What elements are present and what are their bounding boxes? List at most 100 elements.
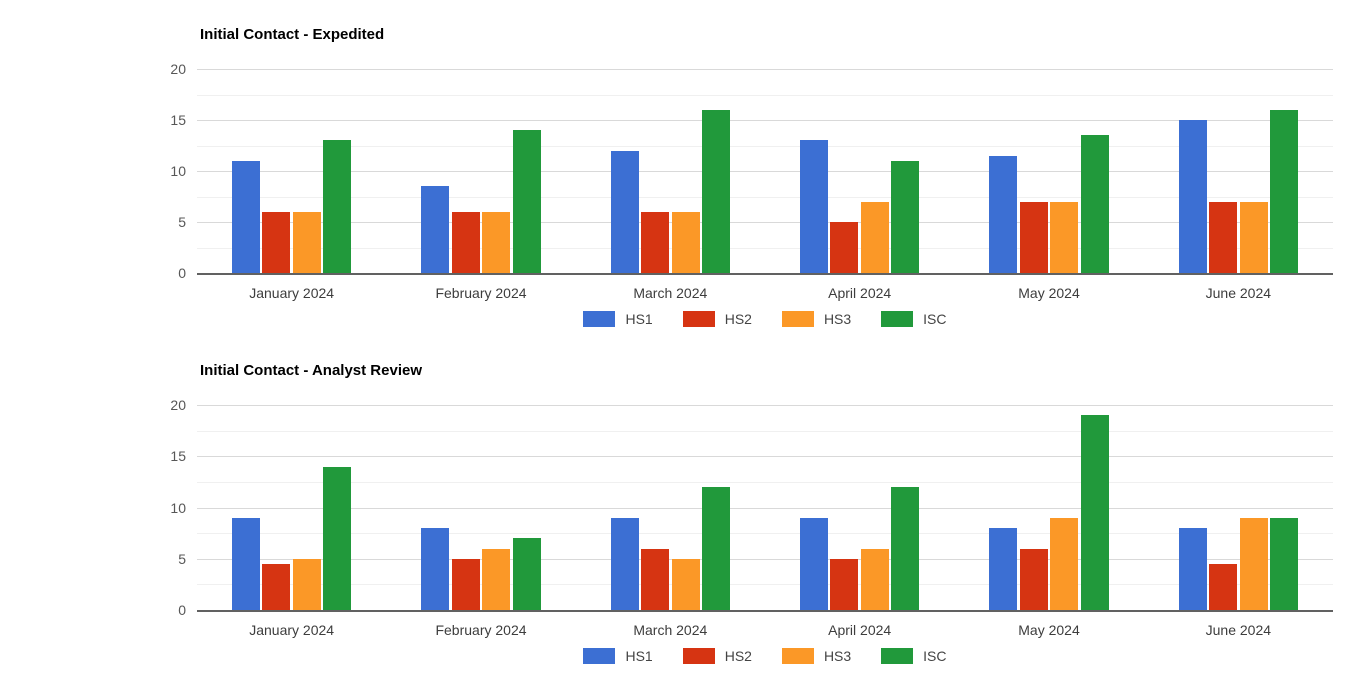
bar-hs2-february-2024 [452,212,480,273]
legend-swatch-hs3 [781,648,814,664]
bar-isc-june-2024 [1270,110,1298,273]
bar-hs2-march-2024 [641,212,669,273]
legend-swatch-hs1 [583,311,616,327]
bar-hs3-march-2024 [672,559,700,610]
y-axis-tick-label: 20 [170,397,186,413]
x-axis-category-label: May 2024 [1018,622,1080,638]
legend-item-isc: ISC [881,311,947,327]
y-axis-tick-label: 15 [170,112,186,128]
minor-gridline [197,248,1333,249]
bar-isc-april-2024 [891,487,919,610]
legend-swatch-hs2 [682,311,715,327]
legend-label: HS3 [823,311,852,327]
legend-item-hs2: HS2 [682,311,752,327]
x-axis-category-label: April 2024 [828,285,892,301]
bar-hs3-january-2024 [293,212,321,273]
bar-hs2-january-2024 [262,564,290,610]
bar-hs3-january-2024 [293,559,321,610]
bar-isc-may-2024 [1081,415,1109,610]
legend-item-hs3: HS3 [781,311,852,327]
bar-hs1-april-2024 [800,140,828,273]
bar-isc-march-2024 [702,110,730,273]
bar-hs1-march-2024 [611,151,639,273]
bar-hs2-april-2024 [830,222,858,273]
x-axis-category-label: March 2024 [633,622,708,638]
bar-isc-january-2024 [323,140,351,273]
legend-item-hs1: HS1 [583,311,653,327]
bar-hs1-march-2024 [611,518,639,610]
bar-hs3-february-2024 [482,212,510,273]
bar-hs1-february-2024 [421,186,449,273]
x-axis-category-label: March 2024 [633,285,708,301]
x-axis-category-label: February 2024 [435,622,527,638]
legend-label: HS1 [625,311,653,327]
legend-swatch-hs1 [583,648,616,664]
bar-isc-march-2024 [702,487,730,610]
y-axis-tick-label: 15 [170,448,186,464]
bar-hs3-april-2024 [861,549,889,610]
minor-gridline [197,533,1333,534]
bar-hs2-june-2024 [1209,202,1237,273]
minor-gridline [197,146,1333,147]
bar-hs3-april-2024 [861,202,889,273]
major-gridline [197,222,1333,223]
minor-gridline [197,584,1333,585]
bar-isc-april-2024 [891,161,919,273]
bar-hs1-june-2024 [1179,528,1207,610]
legend-label: HS1 [625,648,653,664]
legend-item-isc: ISC [881,648,947,664]
bar-hs2-april-2024 [830,559,858,610]
legend-label: ISC [923,648,947,664]
bar-isc-february-2024 [513,538,541,610]
x-axis-baseline [197,610,1333,612]
bar-hs3-may-2024 [1050,202,1078,273]
legend-item-hs2: HS2 [682,648,752,664]
bar-isc-february-2024 [513,130,541,273]
major-gridline [197,69,1333,70]
major-gridline [197,508,1333,509]
y-axis-tick-label: 20 [170,61,186,77]
x-axis-category-label: June 2024 [1205,622,1272,638]
bar-hs3-march-2024 [672,212,700,273]
bar-hs3-may-2024 [1050,518,1078,610]
major-gridline [197,456,1333,457]
y-axis-tick-label: 10 [170,163,186,179]
bar-isc-january-2024 [323,467,351,610]
major-gridline [197,120,1333,121]
bar-isc-may-2024 [1081,135,1109,273]
bar-hs3-june-2024 [1240,202,1268,273]
x-axis-category-label: February 2024 [435,285,527,301]
legend-label: HS2 [724,311,752,327]
minor-gridline [197,95,1333,96]
y-axis-tick-label: 5 [178,551,186,567]
bar-hs1-may-2024 [989,156,1017,273]
bar-hs2-june-2024 [1209,564,1237,610]
bar-hs2-may-2024 [1020,549,1048,610]
y-axis-tick-label: 5 [178,214,186,230]
legend: HS1 HS2 HS3 ISC [197,311,1333,327]
bar-hs3-february-2024 [482,549,510,610]
y-axis-tick-label: 0 [178,602,186,618]
major-gridline [197,171,1333,172]
legend-label: HS2 [724,648,752,664]
chart-title: Initial Contact - Expedited [200,26,385,43]
legend-item-hs1: HS1 [583,648,653,664]
major-gridline [197,405,1333,406]
bar-hs3-june-2024 [1240,518,1268,610]
minor-gridline [197,197,1333,198]
legend: HS1 HS2 HS3 ISC [197,648,1333,664]
x-axis-category-label: April 2024 [828,622,892,638]
x-axis-baseline [197,273,1333,275]
bar-hs1-january-2024 [232,518,260,610]
legend-swatch-isc [881,648,914,664]
minor-gridline [197,431,1333,432]
x-axis-category-label: January 2024 [249,285,335,301]
bar-isc-june-2024 [1270,518,1298,610]
x-axis-category-label: June 2024 [1205,285,1272,301]
legend-label: ISC [923,311,947,327]
legend-swatch-hs3 [781,311,814,327]
legend-label: HS3 [823,648,852,664]
